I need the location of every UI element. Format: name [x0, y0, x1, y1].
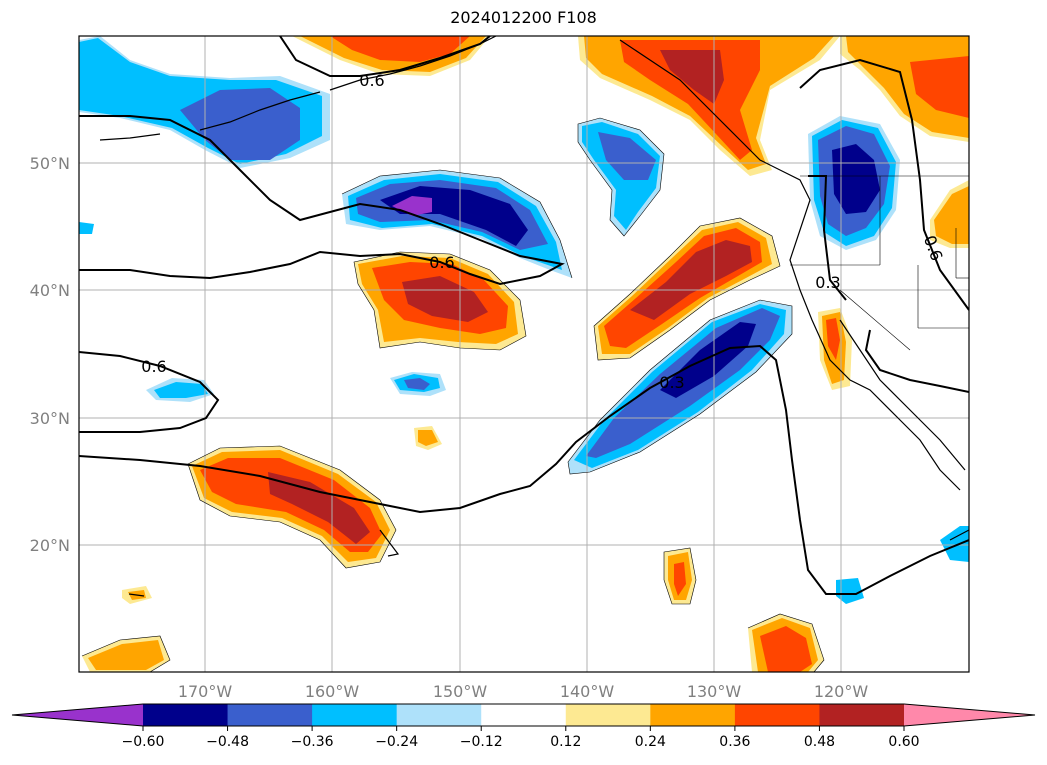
colorbar-segment — [819, 704, 905, 726]
colorbar-extend-low — [12, 704, 143, 726]
colorbar-segment — [565, 704, 651, 726]
lon-label: 160°W — [305, 682, 360, 701]
lat-label: 50°N — [30, 154, 70, 173]
colorbar: −0.60 −0.48 −0.36 −0.24 −0.12 0.12 0.24 0.36 0.4… — [11, 703, 1036, 750]
map-frame — [78, 35, 970, 673]
colorbar-tick-label: −0.36 — [291, 734, 334, 750]
colorbar-extend-high — [904, 704, 1035, 726]
lat-label: 20°N — [30, 536, 70, 555]
contour-label: 0.6 — [141, 357, 166, 376]
colorbar-segment — [143, 704, 229, 726]
lon-label: 120°W — [814, 682, 869, 701]
colorbar-tick-label: 0.36 — [719, 734, 750, 750]
colorbar-tick-label: −0.24 — [375, 734, 418, 750]
map-title: 2024012200 F108 — [450, 8, 597, 27]
positive-anomaly-fill — [82, 36, 969, 672]
contour-label: 0.6 — [429, 253, 454, 272]
colorbar-segment — [734, 704, 820, 726]
state-borders — [790, 175, 969, 351]
map-gridlines — [79, 36, 969, 672]
contour-lines — [79, 36, 969, 595]
contour-label: 0.3 — [815, 273, 840, 292]
lon-label: 150°W — [433, 682, 488, 701]
colorbar-tick-label: 0.24 — [635, 734, 666, 750]
map-plot-area: 0.6 0.6 0.6 0.3 0.3 0.6 — [79, 36, 969, 672]
colorbar-tick-label: −0.12 — [460, 734, 503, 750]
colorbar-tick-label: 0.12 — [550, 734, 581, 750]
lat-label: 40°N — [30, 281, 70, 300]
colorbar-segment — [481, 704, 567, 726]
lon-label: 170°W — [178, 682, 233, 701]
contour-label: 0.6 — [359, 71, 384, 90]
lat-label: 30°N — [30, 409, 70, 428]
colorbar-segment — [312, 704, 398, 726]
contour-label: 0.3 — [659, 373, 684, 392]
colorbar-tick-label: −0.48 — [206, 734, 249, 750]
colorbar-segment — [650, 704, 736, 726]
colorbar-segment — [396, 704, 482, 726]
colorbar-tick-label: 0.60 — [888, 734, 919, 750]
lon-label: 140°W — [560, 682, 615, 701]
lon-label: 130°W — [687, 682, 742, 701]
longitude-labels: 170°W 160°W 150°W 140°W 130°W 120°W — [178, 682, 869, 701]
colorbar-tick-label: −0.60 — [122, 734, 165, 750]
colorbar-tick-label: 0.48 — [804, 734, 835, 750]
anomaly-outlines — [81, 117, 825, 672]
colorbar-segment — [227, 704, 313, 726]
latitude-labels: 50°N 40°N 30°N 20°N — [30, 154, 70, 555]
negative-anomaly-fill — [79, 36, 969, 604]
